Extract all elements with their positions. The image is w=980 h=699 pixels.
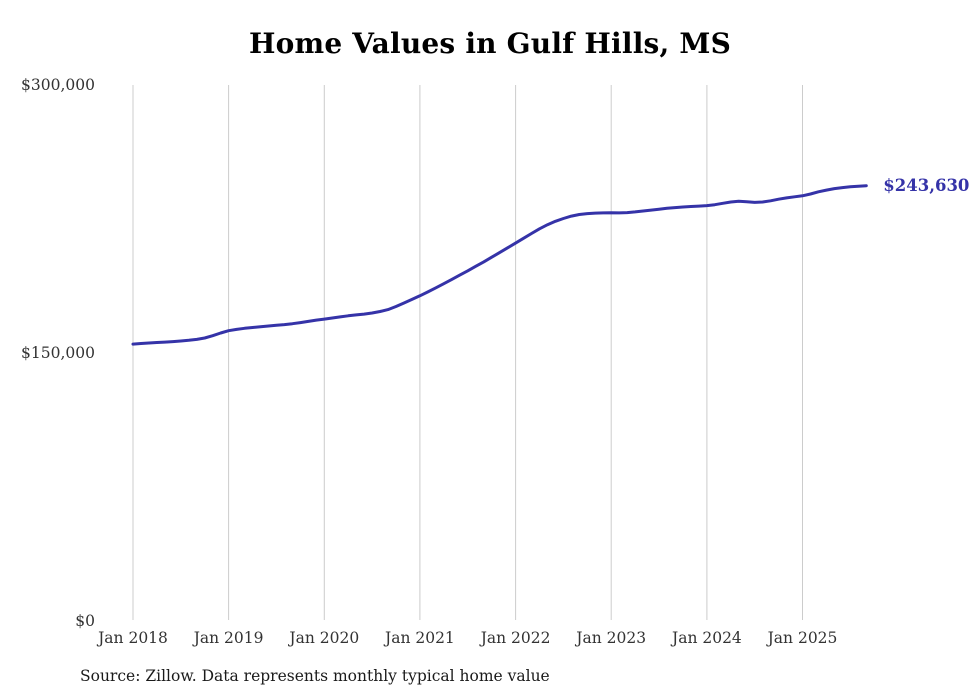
x-axis-tick-label: Jan 2020 [287,629,359,647]
y-axis-tick-label: $300,000 [21,76,95,94]
home-value-line [131,184,868,346]
y-axis-tick-label: $150,000 [21,344,95,362]
end-value-label: $243,630 [883,176,969,195]
x-axis-tick-label: Jan 2018 [96,629,168,647]
x-axis-tick-label: Jan 2022 [479,629,551,647]
x-axis-tick-label: Jan 2021 [383,629,455,647]
source-note: Source: Zillow. Data represents monthly … [80,667,550,685]
x-axis-tick-label: Jan 2024 [670,629,742,647]
x-axis-tick-label: Jan 2019 [192,629,264,647]
y-axis-tick-label: $0 [75,612,95,630]
x-axis-tick-label: Jan 2025 [766,629,838,647]
x-axis-tick-label: Jan 2023 [574,629,646,647]
chart-title: Home Values in Gulf Hills, MS [248,27,732,60]
